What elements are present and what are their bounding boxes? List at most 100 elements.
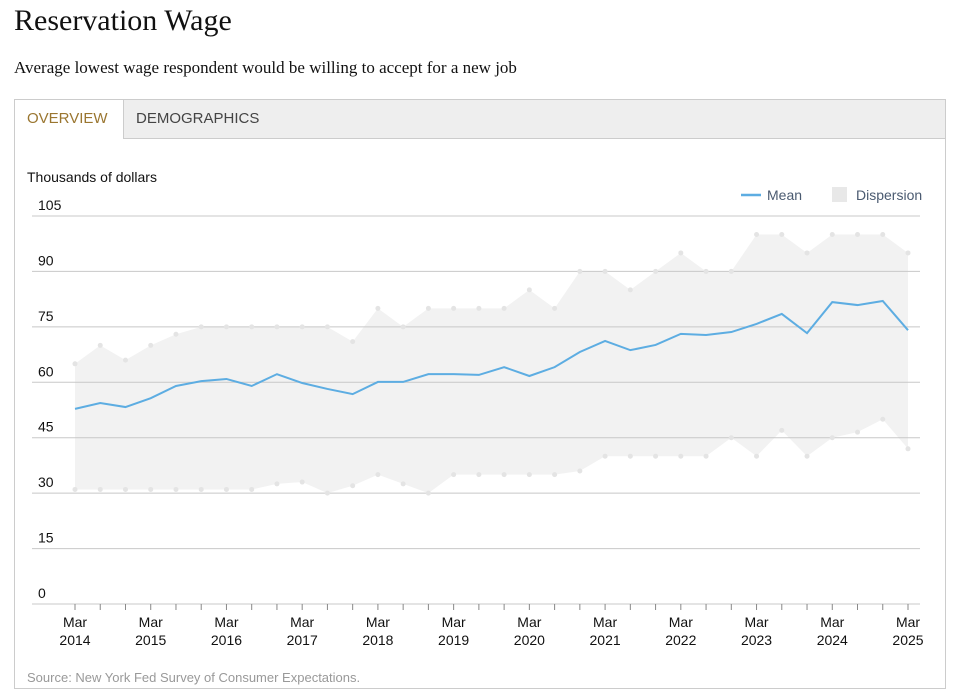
legend-swatch	[832, 187, 847, 202]
tab[interactable]: DEMOGRAPHICS	[136, 110, 260, 127]
dispersion-point	[703, 268, 709, 274]
dispersion-point	[577, 468, 583, 474]
dispersion-point	[526, 472, 532, 478]
dispersion-point	[451, 472, 457, 478]
dispersion-point	[602, 453, 608, 459]
dispersion-point	[375, 472, 381, 478]
dispersion-point	[905, 446, 911, 452]
dispersion-point	[627, 453, 633, 459]
y-axis-label: Thousands of dollars	[27, 169, 157, 185]
dispersion-point	[97, 342, 103, 348]
dispersion-point	[653, 453, 659, 459]
dispersion-point	[552, 472, 558, 478]
dispersion-point	[148, 342, 154, 348]
dispersion-point	[880, 416, 886, 422]
dispersion-point	[324, 490, 330, 496]
x-tick-label: Mar 2016	[211, 614, 242, 648]
dispersion-point	[627, 287, 633, 293]
source: Source: New York Fed Survey of Consumer …	[27, 670, 360, 685]
dispersion-point	[905, 250, 911, 256]
y-tick-label: 60	[38, 363, 54, 379]
dispersion-point	[274, 481, 280, 487]
dispersion-point	[855, 429, 861, 435]
dispersion-point	[148, 486, 154, 492]
y-tick-label: 30	[38, 474, 54, 490]
x-tick-label: Mar 2023	[741, 614, 772, 648]
dispersion-point	[249, 486, 255, 492]
dispersion-point	[501, 472, 507, 478]
dispersion-point	[173, 486, 179, 492]
dispersion-point	[880, 231, 886, 237]
dispersion-point	[97, 486, 103, 492]
dispersion-point	[425, 305, 431, 311]
tab-bar: OVERVIEW DEMOGRAPHICS	[15, 100, 945, 139]
dispersion-point	[602, 268, 608, 274]
mean-line	[74, 299, 909, 410]
dispersion-point	[350, 483, 356, 489]
dispersion-point	[299, 324, 305, 330]
dispersion-point	[400, 324, 406, 330]
dispersion-point	[400, 481, 406, 487]
x-tick-label: Mar 2018	[362, 614, 393, 648]
panel: OVERVIEW DEMOGRAPHICS	[14, 99, 946, 689]
dispersion-point	[678, 250, 684, 256]
dispersion-point	[122, 357, 128, 363]
dispersion-point	[703, 453, 709, 459]
y-tick-label: 90	[38, 252, 54, 268]
x-tick-label: Mar 2014	[59, 614, 90, 648]
dispersion-point	[501, 305, 507, 311]
dispersion-point	[274, 324, 280, 330]
dispersion-point	[324, 324, 330, 330]
dispersion-point	[526, 287, 532, 293]
dispersion-point	[804, 250, 810, 256]
dispersion-point	[350, 339, 356, 345]
x-tick-label: Mar 2020	[514, 614, 545, 648]
dispersion-point	[223, 486, 229, 492]
y-tick-label: 15	[38, 530, 54, 546]
x-tick-label: Mar 2024	[817, 614, 848, 648]
dispersion-point	[779, 427, 785, 433]
dispersion-point	[829, 435, 835, 441]
x-tick-label: Mar 2022	[665, 614, 696, 648]
dispersion-point	[779, 231, 785, 237]
dispersion-point	[577, 268, 583, 274]
dispersion-point	[451, 305, 457, 311]
dispersion-point	[552, 305, 558, 311]
dispersion-point	[476, 305, 482, 311]
dispersion-point	[375, 305, 381, 311]
dispersion-point	[223, 324, 229, 330]
dispersion-point	[299, 479, 305, 485]
legend-label: Mean	[767, 187, 802, 203]
x-tick-label: Mar 2021	[590, 614, 621, 648]
x-tick-label: Mar 2017	[287, 614, 318, 648]
dispersion-point	[198, 324, 204, 330]
dispersion-point	[72, 486, 78, 492]
dispersion-point	[728, 435, 734, 441]
legend-label: Dispersion	[856, 187, 922, 203]
y-tick-label: 105	[38, 197, 62, 213]
dispersion-point	[754, 453, 760, 459]
dispersion-point	[855, 231, 861, 237]
x-tick-label: Mar 2015	[135, 614, 166, 648]
dispersion-point	[198, 486, 204, 492]
dispersion-point	[122, 486, 128, 492]
dispersion-point	[653, 268, 659, 274]
x-tick-label: Mar 2019	[438, 614, 469, 648]
tab[interactable]: OVERVIEW	[15, 100, 124, 139]
y-tick-label: 75	[38, 308, 54, 324]
dispersion-point	[72, 361, 78, 367]
dispersion-point	[476, 472, 482, 478]
y-tick-label: 45	[38, 419, 54, 435]
dispersion-point	[678, 453, 684, 459]
page-title: Reservation Wage	[14, 4, 232, 37]
x-tick-label: Mar 2025	[892, 614, 923, 648]
dispersion-point	[425, 490, 431, 496]
dispersion-point	[754, 231, 760, 237]
dispersion-point	[829, 231, 835, 237]
dispersion-point	[173, 331, 179, 337]
y-tick-label: 0	[38, 585, 46, 601]
dispersion-point	[249, 324, 255, 330]
dispersion-point	[728, 268, 734, 274]
